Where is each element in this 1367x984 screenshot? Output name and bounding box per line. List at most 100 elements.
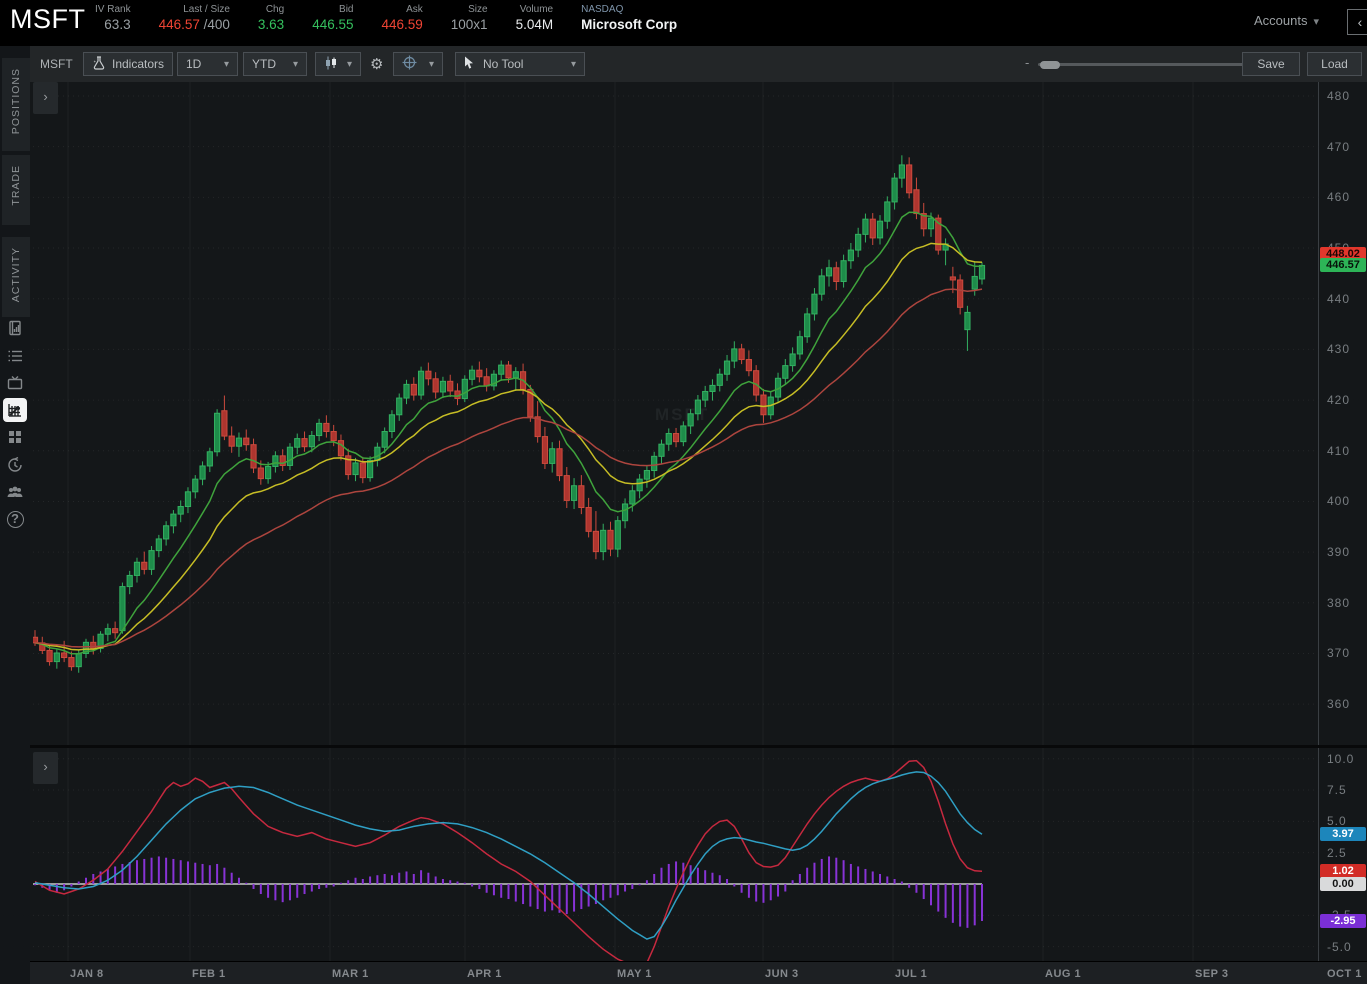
chart-toolbar: MSFT Indicators 1D ▾ YTD ▾ ▾ ⚙ ▾ No Tool ▾… [30,46,1367,82]
time-tick-label: APR 1 [467,968,502,980]
cursor-icon [464,56,476,73]
study-tick-label: 5.0 [1327,814,1347,829]
last-price-badge: 446.57 [1320,258,1366,273]
follow-icon[interactable] [3,480,27,504]
crosshair-dropdown[interactable]: ▾ [393,52,443,76]
quote-field: Volume 5.04M [516,4,554,32]
exchange-label: NASDAQ [581,4,624,15]
time-tick-label: JUN 3 [765,968,799,980]
quote-field: IV Rank 63.3 [95,4,131,32]
help-icon[interactable]: ? [3,507,27,531]
range-dropdown[interactable]: YTD ▾ [243,52,307,76]
quote-field: Ask 446.59 [381,4,422,32]
load-button[interactable]: Load [1307,52,1362,76]
field-value: 100x1 [450,17,488,32]
chevron-down-icon: ▾ [1313,16,1319,28]
zoom-slider-track[interactable] [1038,63,1248,66]
timeframe-value: 1D [186,57,202,71]
time-tick-label: JAN 8 [70,968,104,980]
watchlist-icon[interactable] [3,344,27,368]
time-axis[interactable] [30,961,1367,984]
field-label: Bid [339,4,354,15]
panel-divider[interactable] [30,745,1367,748]
time-tick-label: FEB 1 [192,968,226,980]
price-tick-label: 400 [1327,494,1351,509]
company-info: NASDAQ Microsoft Corp [581,4,677,32]
sidebar-tab-positions[interactable]: POSITIONS [2,58,30,151]
zoom-control: - + [1020,52,1270,76]
field-label: Size [468,4,488,15]
price-tick-label: 360 [1327,697,1351,712]
time-tick-label: AUG 1 [1045,968,1082,980]
study-tick-label: 10.0 [1327,751,1355,766]
study-value-badge: -2.95 [1320,913,1366,928]
price-axis[interactable] [1318,82,1367,961]
accounts-menu[interactable]: Accounts ▾ [1254,13,1319,28]
toolbar-symbol-label: MSFT [40,57,73,71]
field-value: 3.63 [257,17,285,32]
field-label: Volume [519,4,554,15]
zoom-slider-handle[interactable] [1040,60,1060,69]
tab-label: ACTIVITY [10,247,22,303]
price-tick-label: 420 [1327,393,1351,408]
load-label: Load [1321,57,1348,71]
journal-icon[interactable] [3,316,27,340]
field-value: 446.57 /400 [158,17,230,32]
history-icon[interactable] [3,453,27,477]
quote-field: Size 100x1 [451,4,488,32]
chart-watermark: MSFT [655,405,710,424]
price-tick-label: 370 [1327,646,1351,661]
field-label: Chg [265,4,285,15]
field-label: IV Rank [95,4,131,15]
crosshair-icon [402,55,417,73]
quote-fields: IV Rank 63.3 Last / Size 446.57 /400 Chg 3… [95,4,677,32]
indicators-button[interactable]: Indicators [83,52,174,76]
price-tick-label: 380 [1327,595,1351,610]
chart-icon[interactable] [3,398,27,422]
grid-icon[interactable] [3,425,27,449]
time-tick-label: JUL 1 [895,968,928,980]
tv-icon[interactable] [3,371,27,395]
field-label: Ask [406,4,423,15]
left-sidebar: POSITIONS TRADE ACTIVITY ? [0,46,30,984]
chevron-down-icon: ▾ [292,58,298,70]
indicators-label: Indicators [112,57,165,71]
study-price-badge: 448.02 [1320,247,1366,262]
price-tick-label: 390 [1327,545,1351,560]
chevron-down-icon: ▾ [428,58,434,70]
collapse-panel-button[interactable]: ‹ [1347,9,1367,35]
save-button[interactable]: Save [1242,52,1300,76]
help-glyph: ? [6,510,24,528]
chart-settings-button[interactable]: ⚙ [370,56,384,73]
study-chart-panel[interactable] [30,748,1318,961]
field-value: 5.04M [515,17,554,32]
sidebar-tab-activity[interactable]: ACTIVITY [2,237,30,317]
quote-header: MSFT IV Rank 63.3 Last / Size 446.57 /400… [0,0,1367,46]
study-value-badge: 1.02 [1320,864,1366,879]
study-value-badge: 3.97 [1320,827,1366,842]
study-tick-label: 2.5 [1327,845,1347,860]
accounts-label: Accounts [1253,13,1308,28]
sidebar-tab-trade[interactable]: TRADE [2,155,30,225]
time-tick-label: SEP 3 [1195,968,1229,980]
quote-field: Bid 446.55 [312,4,353,32]
quote-field: Chg 3.63 [258,4,284,32]
timeframe-dropdown[interactable]: 1D ▾ [177,52,238,76]
range-value: YTD [252,57,276,71]
study-tick-label: -5.0 [1327,939,1352,954]
tab-label: TRADE [10,165,22,206]
symbol-title: MSFT [10,4,86,34]
chart-type-dropdown[interactable]: ▾ [315,52,361,76]
company-name: Microsoft Corp [581,17,678,32]
field-value: 446.59 [381,17,423,32]
tool-dropdown[interactable]: No Tool ▾ [455,52,585,76]
price-tick-label: 470 [1327,139,1351,154]
flask-icon [92,55,106,73]
study-panel-expander[interactable]: › [33,752,58,784]
time-tick-label: MAY 1 [617,968,652,980]
zoom-out-button[interactable]: - [1025,55,1030,70]
chevron-down-icon: ▾ [346,58,352,70]
save-label: Save [1257,57,1285,71]
main-panel-expander[interactable]: › [33,82,58,114]
tab-label: POSITIONS [10,68,22,135]
